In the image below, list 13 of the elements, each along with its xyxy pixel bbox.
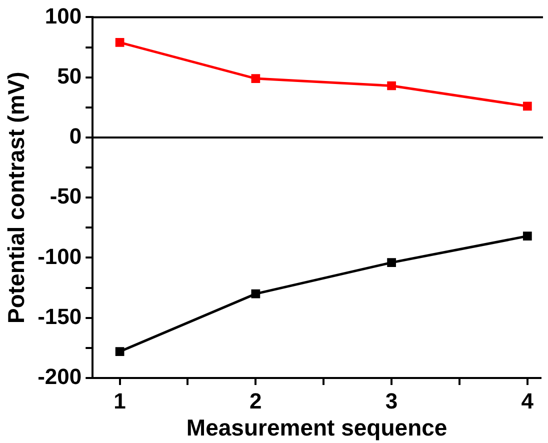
y-tick-label: 0 bbox=[69, 124, 82, 149]
x-tick-label: 3 bbox=[385, 388, 398, 414]
y-tick-label: -150 bbox=[38, 304, 82, 329]
x-axis-title: Measurement sequence bbox=[186, 414, 448, 441]
x-tick-label: 1 bbox=[114, 388, 126, 414]
y-tick-label: -200 bbox=[38, 364, 82, 390]
y-axis-title: Potential contrast (mV) bbox=[3, 72, 30, 324]
x-tick-label: 2 bbox=[250, 388, 262, 414]
y-tick-label: -50 bbox=[50, 184, 82, 209]
y-tick-label: 50 bbox=[57, 63, 82, 88]
x-tick-label: 4 bbox=[521, 388, 534, 414]
y-tick-label: 100 bbox=[44, 3, 82, 28]
y-tick-label: -100 bbox=[38, 244, 82, 269]
